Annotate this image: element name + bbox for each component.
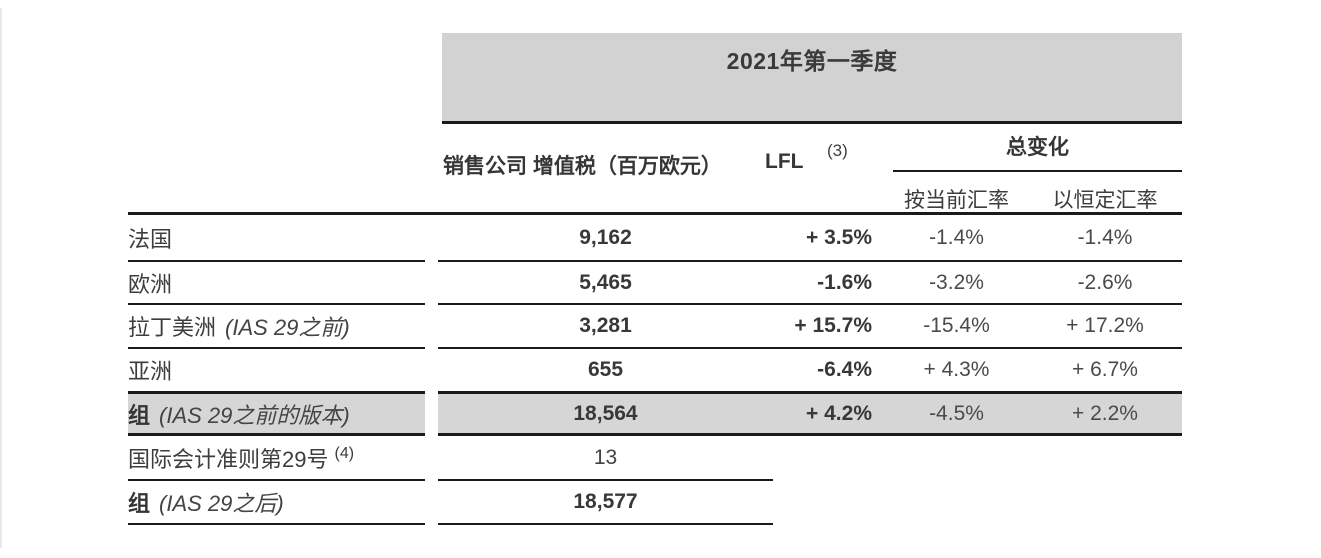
period-title: 2021年第一季度	[726, 48, 898, 74]
column-header-total-change: 总变化	[1006, 136, 1069, 159]
row-divider	[438, 433, 1182, 436]
row-total-current: -4.5%	[929, 401, 984, 425]
row-divider	[128, 479, 425, 481]
row-divider	[128, 347, 425, 349]
row-value: 9,162	[579, 225, 632, 249]
row-divider	[438, 523, 773, 525]
table-row-group-after-ias29: 组 (IAS 29之后) 18,577	[128, 481, 1182, 523]
row-value: 3,281	[579, 314, 632, 337]
table-row-france: 法国 9,162 + 3.5% -1.4% -1.4%	[128, 215, 1182, 260]
total-change-underline	[893, 170, 1182, 172]
row-value: 5,465	[579, 270, 632, 294]
row-label: 国际会计准则第29号	[128, 446, 329, 472]
row-label-note: (IAS 29之前)	[225, 315, 350, 340]
row-label-note: (IAS 29之前的版本)	[159, 402, 350, 428]
row-divider	[128, 391, 425, 394]
row-divider	[128, 303, 425, 305]
table-row-europe: 欧洲 5,465 -1.6% -3.2% -2.6%	[128, 262, 1182, 303]
table-row-ias29: 国际会计准则第29号 (4) 13	[128, 436, 1182, 479]
header-bottom-rule	[128, 212, 1182, 215]
row-total-current: -1.4%	[929, 225, 984, 249]
column-header-constant-rates: 以恒定汇率	[1052, 189, 1158, 212]
row-label: 欧洲	[128, 271, 173, 297]
row-value: 655	[587, 358, 624, 381]
row-lfl: + 15.7%	[794, 314, 872, 337]
row-label-note: (IAS 29之后)	[159, 491, 284, 516]
row-divider	[438, 479, 773, 481]
row-divider	[128, 523, 425, 525]
row-label: 组	[128, 402, 151, 428]
row-total-constant: + 6.7%	[1072, 358, 1138, 381]
row-value: 13	[593, 445, 618, 469]
row-total-current: -3.2%	[929, 270, 984, 294]
table-row-group-before-ias29: 组 (IAS 29之前的版本) 18,564 + 4.2% -4.5% + 2.2…	[128, 394, 1182, 433]
row-label: 组	[128, 491, 151, 516]
row-value: 18,577	[573, 490, 638, 513]
row-label: 亚洲	[128, 359, 173, 384]
row-lfl: -1.6%	[817, 270, 872, 294]
column-header-lfl: LFL	[765, 150, 804, 173]
row-value: 18,564	[573, 401, 638, 425]
row-total-current: + 4.3%	[923, 358, 990, 381]
row-lfl: + 4.2%	[806, 401, 872, 425]
row-label: 拉丁美洲	[128, 315, 217, 340]
window-edge-artifact	[0, 8, 2, 548]
row-label-footnote: (4)	[334, 444, 355, 462]
row-divider	[438, 347, 1182, 349]
table-row-asia: 亚洲 655 -6.4% + 4.3% + 6.7%	[128, 349, 1182, 391]
row-highlight	[438, 394, 1182, 433]
column-header-current-rates: 按当前汇率	[904, 189, 1009, 212]
row-total-constant: + 2.2%	[1072, 401, 1138, 425]
column-header-sales: 销售公司 增值税（百万欧元）	[443, 155, 722, 178]
row-divider	[438, 260, 1182, 262]
row-divider	[128, 433, 425, 436]
row-label: 法国	[128, 226, 173, 252]
row-total-constant: + 17.2%	[1066, 314, 1144, 337]
table-row-latin-america: 拉丁美洲 (IAS 29之前) 3,281 + 15.7% -15.4% + 17…	[128, 305, 1182, 347]
row-divider	[438, 303, 1182, 305]
column-header-lfl-footnote: (3)	[827, 141, 848, 160]
row-divider	[438, 391, 1182, 394]
row-total-constant: -2.6%	[1077, 270, 1133, 294]
row-divider	[128, 260, 425, 262]
row-highlight	[128, 394, 425, 433]
period-banner: 2021年第一季度	[442, 33, 1182, 124]
row-total-constant: -1.4%	[1077, 225, 1133, 249]
row-lfl: -6.4%	[817, 358, 872, 381]
row-lfl: + 3.5%	[806, 225, 872, 249]
row-total-current: -15.4%	[923, 314, 990, 337]
